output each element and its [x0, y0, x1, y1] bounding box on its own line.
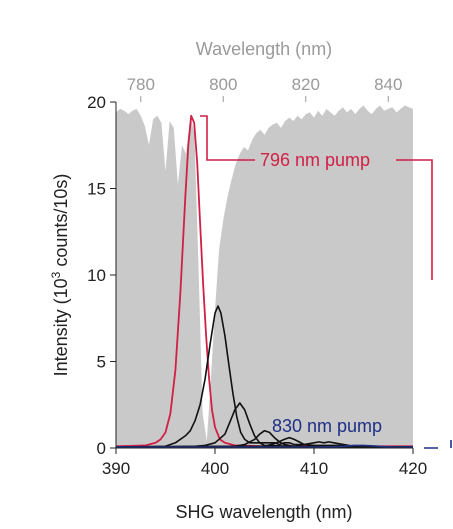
series-line-red-0 [115, 114, 413, 448]
red-pump-bracket-right [396, 159, 433, 280]
x-tick-label: 400 [201, 459, 229, 478]
y-tick-label: 10 [87, 266, 106, 285]
annotation-layer: SHG wavelength (nm) Wavelength (nm) Inte… [49, 39, 452, 522]
series-line-black-5 [115, 441, 413, 448]
x-axis-label: SHG wavelength (nm) [175, 502, 352, 522]
x-tick-label: 420 [399, 459, 427, 478]
blue-pump-label: 830 nm pump [272, 416, 382, 436]
top-tick-label: 780 [127, 75, 155, 94]
y-tick-label: 0 [97, 439, 106, 458]
series-line-black-2 [115, 402, 413, 448]
y-axis-label-unit: counts/10s) [51, 174, 71, 272]
top-tick-label: 800 [209, 75, 237, 94]
ticks-layer: 390 400 410 420 0 5 10 15 20 780 800 820 840 [87, 75, 427, 478]
top-tick-label: 820 [292, 75, 320, 94]
y-tick-label: 15 [87, 180, 106, 199]
top-axis-label: Wavelength (nm) [196, 39, 332, 59]
y-axis-label-main: Intensity (10 [51, 278, 71, 376]
blue-pump-bracket-right [424, 440, 452, 449]
y-axis-label: Intensity (103 counts/10s) [49, 174, 71, 377]
pump-spectrum-area [116, 105, 413, 448]
y-tick-label: 5 [97, 353, 106, 372]
series-line-navy-6 [116, 444, 413, 448]
pump-spectrum-layer [116, 105, 413, 448]
red-pump-label: 796 nm pump [260, 150, 370, 170]
shg-series-layer [115, 114, 413, 448]
x-tick-label: 410 [300, 459, 328, 478]
y-axis-label-superscript: 3 [49, 271, 63, 278]
red-pump-bracket [200, 115, 255, 161]
x-tick-label: 390 [102, 459, 130, 478]
y-tick-label: 20 [87, 93, 106, 112]
top-tick-label: 840 [374, 75, 402, 94]
